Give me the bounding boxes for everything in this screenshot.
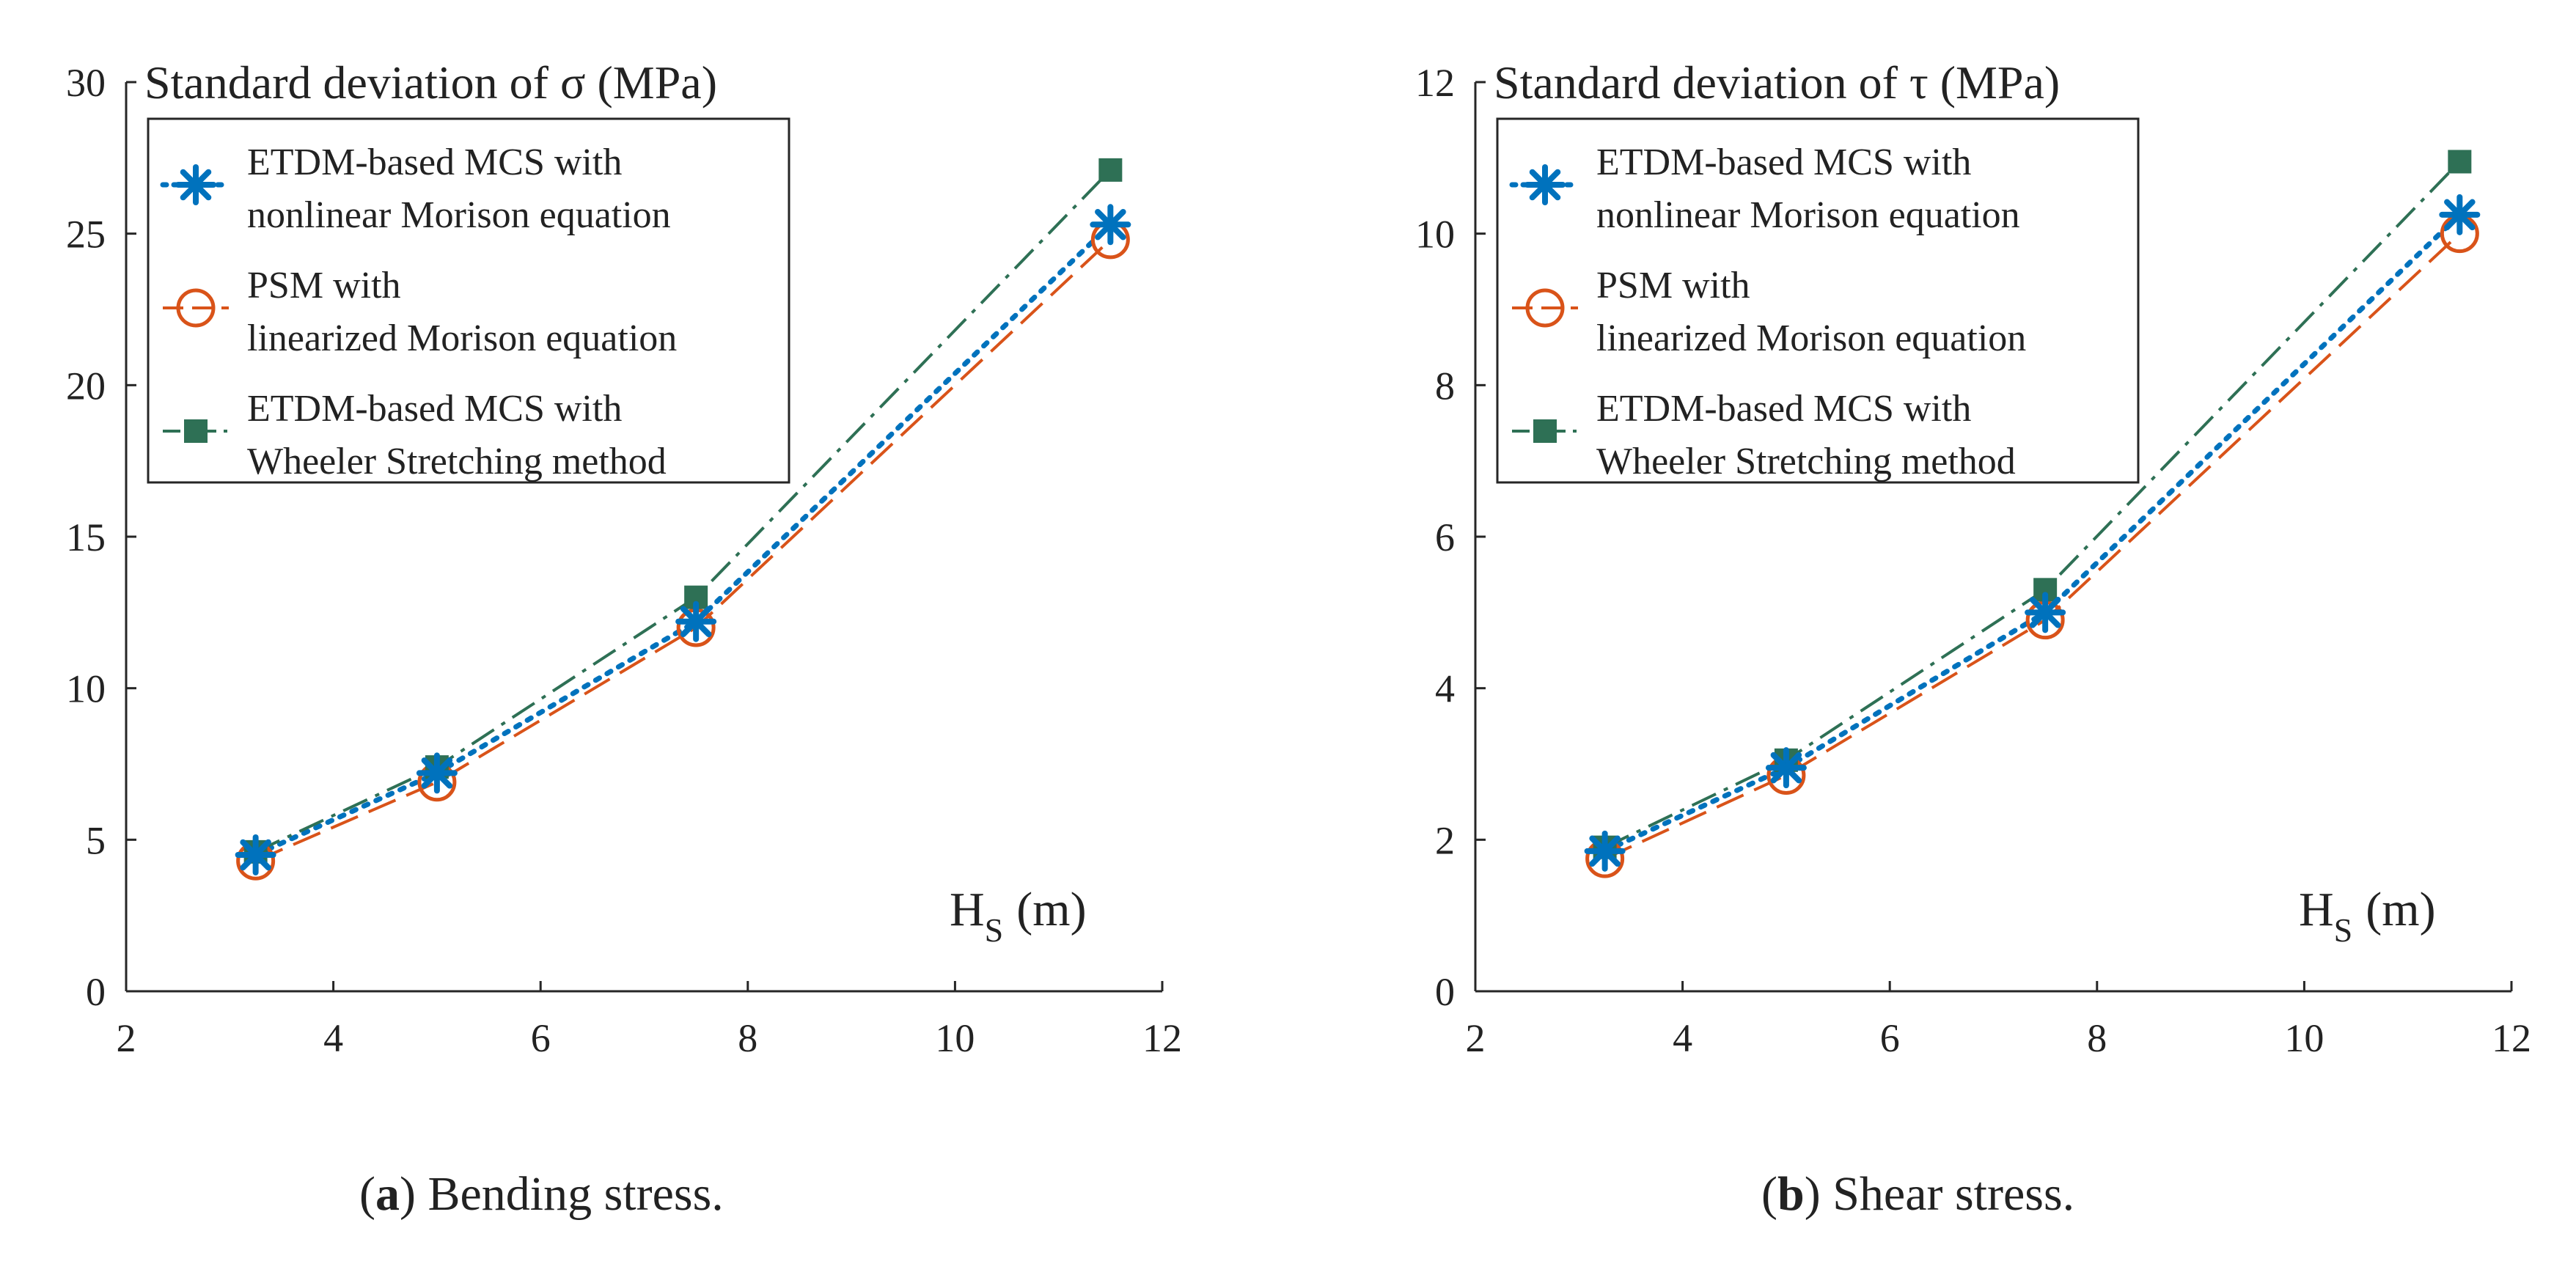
- data-point-asterisk: [416, 752, 458, 794]
- caption-text: Shear stress.: [1821, 1167, 2074, 1221]
- x-tick-label: 6: [1880, 1016, 1900, 1060]
- x-axis-title-subscript: S: [2334, 911, 2353, 949]
- y-tick-label: 2: [1435, 818, 1455, 862]
- x-tick-label: 8: [738, 1016, 757, 1060]
- x-tick-label: 12: [2492, 1016, 2531, 1060]
- x-axis-title-main: H: [950, 883, 985, 936]
- legend-label: nonlinear Morison equation: [1596, 194, 2020, 236]
- data-point-asterisk: [675, 600, 717, 642]
- y-axis-title: Standard deviation of τ (MPa): [1494, 56, 2060, 109]
- y-tick-label: 15: [66, 515, 106, 559]
- x-axis-title-unit: (m): [1016, 883, 1086, 936]
- series-line: [254, 169, 1112, 853]
- legend-label: nonlinear Morison equation: [247, 194, 671, 236]
- data-point-square: [1098, 158, 1123, 182]
- series-line: [253, 221, 1113, 858]
- legend-label: ETDM-based MCS with: [1596, 388, 1971, 430]
- y-tick-label: 4: [1435, 667, 1455, 711]
- legend-label: ETDM-based MCS with: [247, 388, 622, 430]
- legend-box: [1496, 117, 2140, 484]
- series-line: [1604, 161, 2461, 849]
- panel-bending-stress: 2 4 6 8 10 12 0 5 10 15 20 25 30 ETDM-based MCS with…: [66, 56, 1182, 1221]
- x-axis-title-subscript: S: [985, 911, 1004, 949]
- x-axis-title-unit: (m): [2366, 883, 2435, 936]
- legend-label: linearized Morison equation: [1596, 317, 2026, 359]
- caption-open: (: [1761, 1167, 1777, 1221]
- y-tick-label: 6: [1435, 515, 1455, 559]
- x-axis-title: HS (m): [950, 883, 1087, 949]
- y-tick-label: 0: [86, 970, 106, 1014]
- legend-box: [147, 117, 790, 484]
- legend-label: Wheeler Stretching method: [247, 441, 667, 482]
- y-tick-label: 25: [66, 213, 106, 257]
- legend-marker-square: [184, 419, 208, 443]
- caption-close: ): [1805, 1167, 1821, 1221]
- x-tick-label: 4: [323, 1016, 343, 1060]
- y-tick-label: 20: [66, 364, 106, 408]
- legend-marker-circle: [1525, 288, 1565, 328]
- x-tick-label: 2: [1466, 1016, 1486, 1060]
- y-tick-label: 8: [1435, 364, 1455, 408]
- x-tick-label: 10: [2284, 1016, 2324, 1060]
- caption-close: ): [400, 1167, 416, 1221]
- data-point-asterisk: [1765, 747, 1807, 789]
- legend-marker-circle: [176, 288, 216, 328]
- y-axis-title: Standard deviation of σ (MPa): [144, 56, 717, 109]
- data-point-asterisk: [235, 834, 276, 875]
- legend-marker-asterisk: [175, 164, 216, 205]
- y-tick-label: 30: [66, 61, 106, 105]
- legend-label: PSM with: [247, 265, 401, 306]
- caption-text: Bending stress.: [416, 1167, 724, 1221]
- y-tick-label: 10: [66, 667, 106, 711]
- x-tick-label: 4: [1673, 1016, 1692, 1060]
- legend: ETDM-based MCS with nonlinear Morison equ…: [1496, 117, 2140, 484]
- data-point-asterisk: [1584, 830, 1626, 872]
- x-tick-label: 8: [2087, 1016, 2107, 1060]
- data-point-asterisk: [2025, 592, 2066, 633]
- series-line: [1604, 232, 2461, 860]
- legend-label: linearized Morison equation: [247, 317, 677, 359]
- y-tick-label: 5: [86, 818, 106, 862]
- legend-label: Wheeler Stretching method: [1596, 441, 2016, 482]
- x-tick-label: 2: [117, 1016, 136, 1060]
- x-axis-title-main: H: [2299, 883, 2334, 936]
- panel-caption: (a) Bending stress.: [359, 1167, 724, 1221]
- legend-label: ETDM-based MCS with: [247, 142, 622, 183]
- caption-open: (: [359, 1167, 375, 1221]
- legend-marker-asterisk: [1524, 164, 1566, 205]
- y-tick-label: 0: [1435, 970, 1455, 1014]
- legend-label: PSM with: [1596, 265, 1750, 306]
- legend-label: ETDM-based MCS with: [1596, 142, 1971, 183]
- series-line: [254, 238, 1112, 863]
- x-tick-label: 12: [1142, 1016, 1182, 1060]
- panel-caption: (b) Shear stress.: [1761, 1167, 2074, 1221]
- x-tick-label: 6: [531, 1016, 551, 1060]
- legend: ETDM-based MCS with nonlinear Morison equ…: [147, 117, 790, 484]
- data-point-asterisk: [1090, 204, 1131, 246]
- legend-marker-square: [1533, 419, 1557, 443]
- caption-letter: a: [375, 1167, 400, 1221]
- data-point-square: [2448, 150, 2472, 174]
- y-tick-label: 10: [1415, 213, 1455, 257]
- x-tick-label: 10: [935, 1016, 975, 1060]
- x-axis-title: HS (m): [2299, 883, 2436, 949]
- y-tick-label: 12: [1415, 61, 1455, 105]
- data-point-asterisk: [2439, 194, 2481, 235]
- caption-letter: b: [1777, 1167, 1805, 1221]
